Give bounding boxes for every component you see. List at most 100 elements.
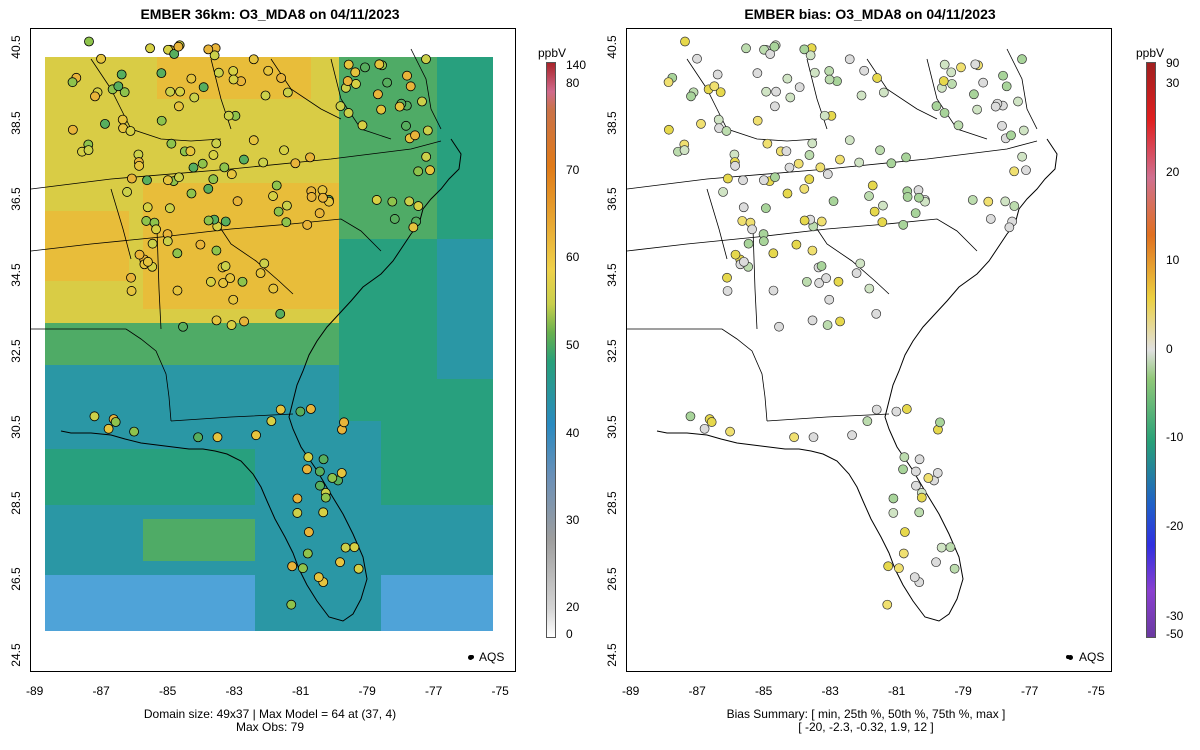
bias-station-marker bbox=[821, 273, 831, 283]
model-grid-cell bbox=[423, 547, 437, 561]
model-grid-cell bbox=[297, 477, 311, 491]
model-grid-cell bbox=[115, 351, 129, 365]
model-grid-cell bbox=[269, 463, 283, 477]
model-grid-cell bbox=[381, 491, 395, 505]
bias-station-marker bbox=[990, 101, 1001, 112]
aqs-station-marker bbox=[351, 79, 361, 89]
model-grid-cell bbox=[409, 295, 423, 309]
aqs-station-marker bbox=[286, 599, 297, 610]
bias-station-marker bbox=[799, 44, 810, 55]
y-tick-label: 34.5 bbox=[605, 263, 619, 287]
model-grid-cell bbox=[493, 337, 507, 351]
model-grid-cell bbox=[269, 533, 283, 547]
model-grid-cell bbox=[479, 225, 493, 239]
model-grid-cell bbox=[101, 351, 115, 365]
model-colorbar-unit: ppbV bbox=[538, 46, 567, 60]
model-grid-cell bbox=[59, 267, 73, 281]
state-boundary bbox=[766, 413, 890, 422]
model-grid-cell bbox=[101, 379, 115, 393]
model-grid-cell bbox=[45, 183, 59, 197]
model-grid-cell bbox=[129, 211, 143, 225]
model-grid-cell bbox=[255, 183, 269, 197]
model-grid-cell bbox=[451, 337, 465, 351]
x-tick-label: -81 bbox=[292, 684, 310, 698]
model-grid-cell bbox=[451, 379, 465, 393]
model-grid-cell bbox=[59, 505, 73, 519]
model-grid-cell bbox=[87, 575, 101, 589]
model-grid-cell bbox=[143, 393, 157, 407]
bias-station-marker bbox=[770, 101, 780, 112]
model-grid-cell bbox=[213, 575, 227, 589]
model-grid-cell bbox=[437, 239, 451, 253]
model-grid-cell bbox=[73, 225, 87, 239]
bias-station-marker bbox=[953, 120, 964, 131]
model-grid-cell bbox=[311, 141, 325, 155]
model-grid-cell bbox=[423, 477, 437, 491]
aqs-station-marker bbox=[126, 173, 137, 184]
model-grid-cell bbox=[451, 141, 465, 155]
model-grid-cell bbox=[143, 85, 157, 99]
model-grid-cell bbox=[59, 281, 73, 295]
model-grid-cell bbox=[465, 575, 479, 589]
model-grid-cell bbox=[269, 477, 283, 491]
aqs-station-marker bbox=[290, 158, 301, 169]
state-boundary bbox=[31, 328, 172, 422]
model-grid-cell bbox=[213, 561, 227, 575]
model-grid-cell bbox=[129, 323, 143, 337]
aqs-station-marker bbox=[237, 276, 248, 287]
model-grid-cell bbox=[171, 477, 185, 491]
model-grid-cell bbox=[409, 421, 423, 435]
model-grid-cell bbox=[283, 533, 297, 547]
model-grid-cell bbox=[395, 323, 409, 337]
model-grid-cell bbox=[171, 295, 185, 309]
state-boundary bbox=[816, 228, 890, 295]
model-grid-cell bbox=[381, 155, 395, 169]
model-grid-cell bbox=[101, 225, 115, 239]
bias-station-marker bbox=[869, 206, 880, 217]
model-grid-cell bbox=[185, 267, 199, 281]
model-grid-cell bbox=[143, 407, 157, 421]
aqs-station-marker bbox=[116, 69, 127, 80]
model-grid-cell bbox=[311, 379, 325, 393]
model-grid-cell bbox=[59, 435, 73, 449]
model-grid-cell bbox=[185, 57, 199, 71]
model-grid-cell bbox=[367, 463, 381, 477]
state-boundary bbox=[627, 328, 768, 422]
model-grid-cell bbox=[451, 561, 465, 575]
model-grid-cell bbox=[437, 113, 451, 127]
model-grid-cell bbox=[381, 253, 395, 267]
bias-station-marker bbox=[721, 126, 732, 136]
bias-station-marker bbox=[822, 320, 833, 330]
model-grid-cell bbox=[451, 603, 465, 617]
model-grid-cell bbox=[59, 575, 73, 589]
model-grid-cell bbox=[171, 547, 185, 561]
model-grid-cell bbox=[101, 449, 115, 463]
model-grid-cell bbox=[185, 323, 199, 337]
model-grid-cell bbox=[171, 113, 185, 127]
model-grid-cell bbox=[87, 533, 101, 547]
bias-station-marker bbox=[914, 192, 924, 203]
model-grid-cell bbox=[381, 421, 395, 435]
bias-station-marker bbox=[804, 174, 815, 185]
model-grid-cell bbox=[185, 295, 199, 309]
model-grid-cell bbox=[171, 267, 185, 281]
model-grid-cell bbox=[479, 519, 493, 533]
bias-station-marker bbox=[899, 452, 910, 462]
model-grid-cell bbox=[409, 113, 423, 127]
model-grid-cell bbox=[115, 309, 129, 323]
model-grid-cell bbox=[381, 407, 395, 421]
model-grid-cell bbox=[87, 183, 101, 197]
model-grid-cell bbox=[493, 617, 507, 631]
model-grid-cell bbox=[395, 463, 409, 477]
model-grid-cell bbox=[325, 239, 339, 253]
model-grid-cell bbox=[339, 435, 353, 449]
aqs-station-marker bbox=[318, 507, 329, 518]
aqs-station-marker bbox=[422, 125, 433, 136]
model-grid-cell bbox=[493, 323, 507, 337]
model-grid-cell bbox=[73, 253, 87, 267]
model-grid-cell bbox=[213, 379, 227, 393]
bias-station-marker bbox=[898, 548, 909, 559]
model-grid-cell bbox=[227, 155, 241, 169]
model-grid-cell bbox=[199, 505, 213, 519]
model-grid-cell bbox=[311, 393, 325, 407]
